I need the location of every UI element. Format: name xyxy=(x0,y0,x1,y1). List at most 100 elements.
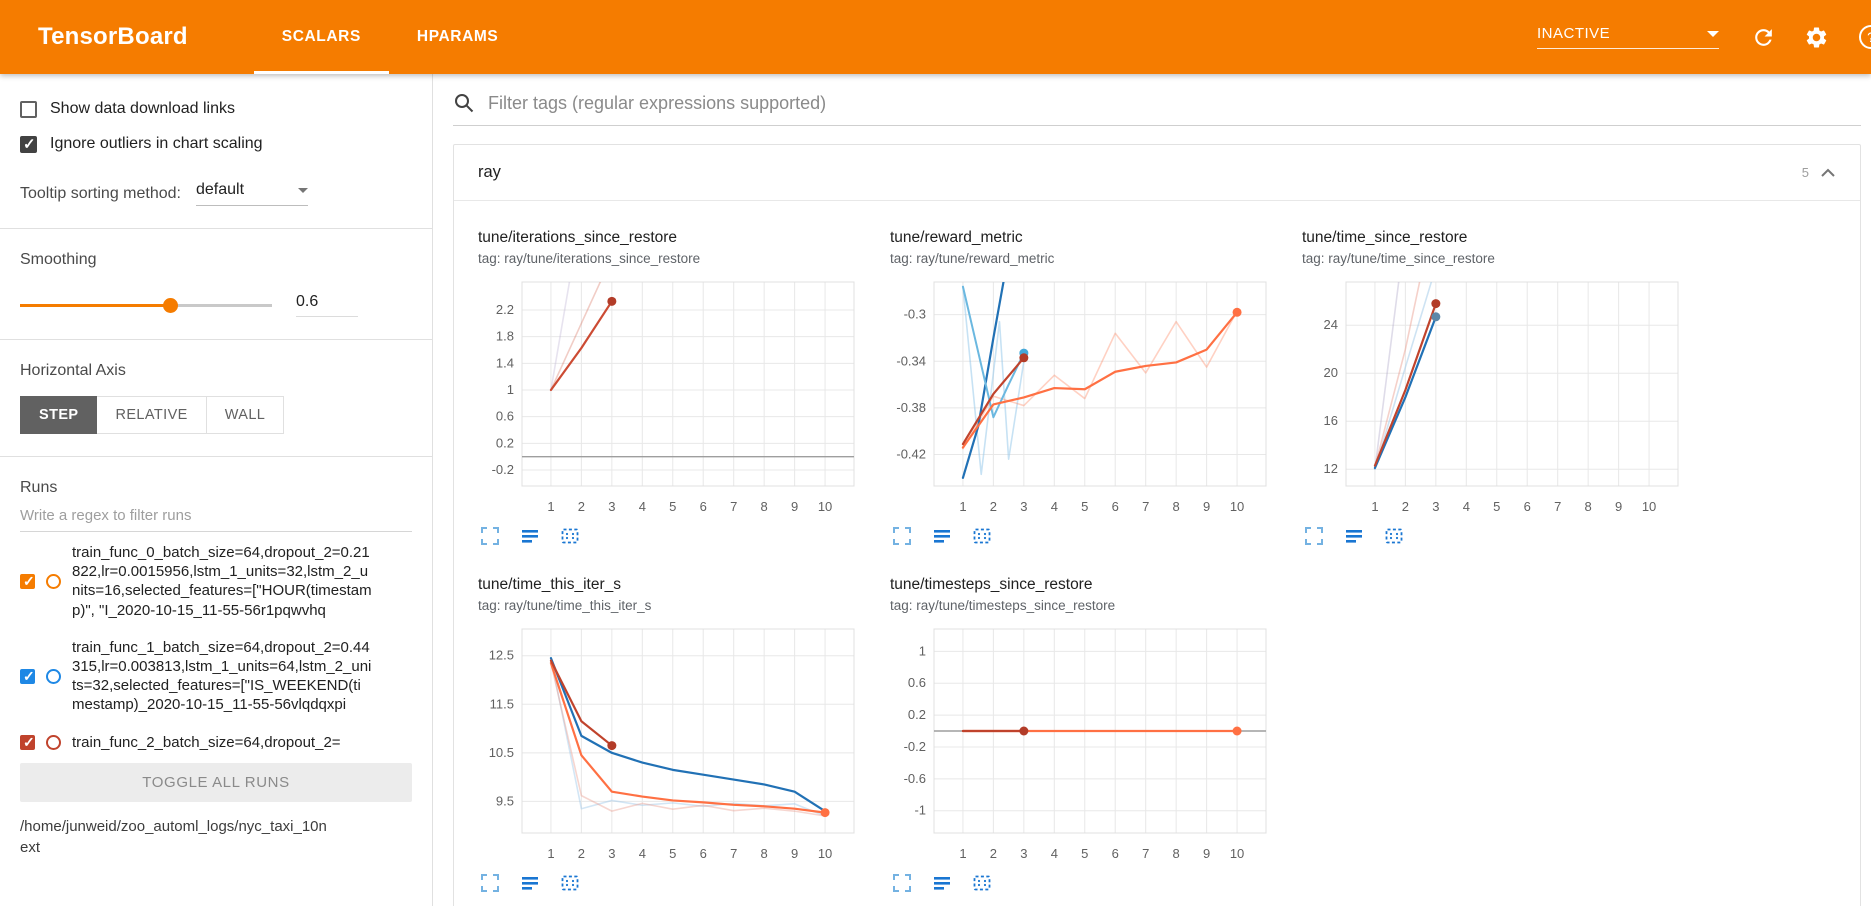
svg-text:1: 1 xyxy=(507,382,514,397)
chart-tag: tag: ray/tune/timesteps_since_restore xyxy=(890,598,1116,613)
svg-text:1: 1 xyxy=(959,846,966,861)
smoothing-slider[interactable] xyxy=(20,297,272,313)
toggle-all-runs-button[interactable]: TOGGLE ALL RUNS xyxy=(20,762,412,802)
expand-chart-icon[interactable] xyxy=(480,526,500,546)
chart-card: tune/timesteps_since_restore tag: ray/tu… xyxy=(882,576,1282,893)
axis-button-relative[interactable]: RELATIVE xyxy=(97,396,207,434)
run-row[interactable]: train_func_2_batch_size=64,dropout_2= xyxy=(20,724,412,761)
header: TensorBoard SCALARS HPARAMS INACTIVE ? xyxy=(0,0,1871,74)
line-chart[interactable]: 1 2 3 4 5 6 7 8 9 10 -0.2 0.2 0.6 1 1.4 1.8 2.2 xyxy=(470,272,864,524)
caret-down-icon xyxy=(297,187,308,193)
svg-text:7: 7 xyxy=(1142,846,1149,861)
app-title: TensorBoard xyxy=(38,23,188,50)
run-checkbox[interactable] xyxy=(20,734,35,751)
horizontal-axis-label: Horizontal Axis xyxy=(20,362,126,379)
tag-group-header[interactable]: ray 5 xyxy=(454,145,1860,201)
tag-filter-input[interactable] xyxy=(488,92,1861,114)
svg-text:0.6: 0.6 xyxy=(496,409,514,424)
tag-group-count: 5 xyxy=(1801,165,1809,180)
svg-text:6: 6 xyxy=(1524,499,1531,514)
svg-text:1: 1 xyxy=(919,643,926,658)
svg-text:1: 1 xyxy=(1371,499,1378,514)
svg-text:16: 16 xyxy=(1324,413,1338,428)
svg-text:4: 4 xyxy=(1051,499,1058,514)
svg-text:3: 3 xyxy=(608,846,615,861)
run-checkbox[interactable] xyxy=(20,573,35,590)
expand-chart-icon[interactable] xyxy=(1304,526,1324,546)
smoothing-slider-thumb[interactable] xyxy=(163,298,179,313)
tab-scalars[interactable]: SCALARS xyxy=(253,0,389,74)
show-download-links-row[interactable]: Show data download links xyxy=(20,100,412,118)
help-icon[interactable]: ? xyxy=(1857,23,1871,51)
ignore-outliers-checkbox[interactable] xyxy=(20,135,37,153)
svg-text:10: 10 xyxy=(1642,499,1656,514)
tooltip-sorting-value: default xyxy=(195,181,245,198)
tab-hparams[interactable]: HPARAMS xyxy=(416,28,499,45)
run-row[interactable]: train_func_0_batch_size=64,dropout_2=0.2… xyxy=(20,534,412,629)
caret-down-icon xyxy=(1707,30,1719,37)
svg-text:5: 5 xyxy=(669,499,676,514)
svg-text:2: 2 xyxy=(578,499,585,514)
svg-text:4: 4 xyxy=(1463,499,1470,514)
fit-domain-icon[interactable] xyxy=(972,526,992,546)
svg-text:9: 9 xyxy=(1203,499,1210,514)
fit-domain-icon[interactable] xyxy=(560,526,580,546)
run-checkbox[interactable] xyxy=(20,668,35,685)
data-table-icon[interactable] xyxy=(932,526,952,546)
status-label: INACTIVE xyxy=(1537,25,1611,42)
fit-domain-icon[interactable] xyxy=(972,873,992,893)
fit-domain-icon[interactable] xyxy=(560,873,580,893)
run-label: train_func_1_batch_size=64,dropout_2=0.4… xyxy=(72,638,372,714)
line-chart[interactable]: 1 2 3 4 5 6 7 8 9 10 9.5 10.5 11.5 12.5 xyxy=(470,619,864,871)
expand-chart-icon[interactable] xyxy=(480,873,500,893)
axis-button-wall[interactable]: WALL xyxy=(206,396,285,434)
chart-tag: tag: ray/tune/time_since_restore xyxy=(1302,251,1495,266)
chart-actions xyxy=(470,873,870,893)
chevron-up-icon[interactable] xyxy=(1820,167,1836,178)
settings-icon[interactable] xyxy=(1804,25,1829,50)
runs-filter-input[interactable] xyxy=(20,497,412,532)
run-row[interactable]: train_func_1_batch_size=64,dropout_2=0.4… xyxy=(20,629,412,724)
svg-text:6: 6 xyxy=(1112,499,1119,514)
svg-text:3: 3 xyxy=(1020,846,1027,861)
chart-tag: tag: ray/tune/reward_metric xyxy=(890,251,1055,266)
chart-tag: tag: ray/tune/time_this_iter_s xyxy=(478,598,652,613)
chart-actions xyxy=(882,873,1282,893)
svg-text:9: 9 xyxy=(1615,499,1622,514)
svg-text:?: ? xyxy=(1867,29,1871,45)
svg-text:9: 9 xyxy=(1203,846,1210,861)
run-color-circle[interactable] xyxy=(46,573,61,589)
refresh-icon[interactable] xyxy=(1751,25,1776,50)
svg-text:-1: -1 xyxy=(914,803,926,818)
expand-chart-icon[interactable] xyxy=(892,873,912,893)
svg-text:7: 7 xyxy=(730,499,737,514)
fit-domain-icon[interactable] xyxy=(1384,526,1404,546)
chart-title: tune/time_this_iter_s xyxy=(478,576,622,593)
line-chart[interactable]: 1 2 3 4 5 6 7 8 9 10 -1 -0.6 -0.2 0.2 0.6 1 xyxy=(882,619,1276,871)
run-color-circle[interactable] xyxy=(46,734,61,750)
tooltip-sorting-dropdown[interactable]: default xyxy=(195,181,308,206)
svg-text:6: 6 xyxy=(1112,846,1119,861)
chart-card: tune/reward_metric tag: ray/tune/reward_… xyxy=(882,229,1282,546)
run-color-circle[interactable] xyxy=(46,668,61,684)
data-table-icon[interactable] xyxy=(1344,526,1364,546)
svg-text:-0.38: -0.38 xyxy=(896,400,926,415)
svg-text:4: 4 xyxy=(639,846,646,861)
show-download-links-checkbox[interactable] xyxy=(20,100,37,118)
svg-text:7: 7 xyxy=(730,846,737,861)
data-table-icon[interactable] xyxy=(520,873,540,893)
ignore-outliers-row[interactable]: Ignore outliers in chart scaling xyxy=(20,135,412,153)
svg-text:-0.3: -0.3 xyxy=(904,307,926,322)
data-table-icon[interactable] xyxy=(932,873,952,893)
status-dropdown[interactable]: INACTIVE xyxy=(1537,25,1719,49)
data-table-icon[interactable] xyxy=(520,526,540,546)
line-chart[interactable]: 1 2 3 4 5 6 7 8 9 10 -0.42 -0.38 -0.34 -0.3 xyxy=(882,272,1276,524)
smoothing-value-field[interactable]: 0.6 xyxy=(296,293,358,317)
chart-title: tune/iterations_since_restore xyxy=(478,229,678,246)
run-label: train_func_0_batch_size=64,dropout_2=0.2… xyxy=(72,544,372,619)
axis-button-step[interactable]: STEP xyxy=(20,396,98,434)
expand-chart-icon[interactable] xyxy=(892,526,912,546)
svg-text:8: 8 xyxy=(761,499,768,514)
sidebar: Show data download links Ignore outliers… xyxy=(0,74,433,906)
